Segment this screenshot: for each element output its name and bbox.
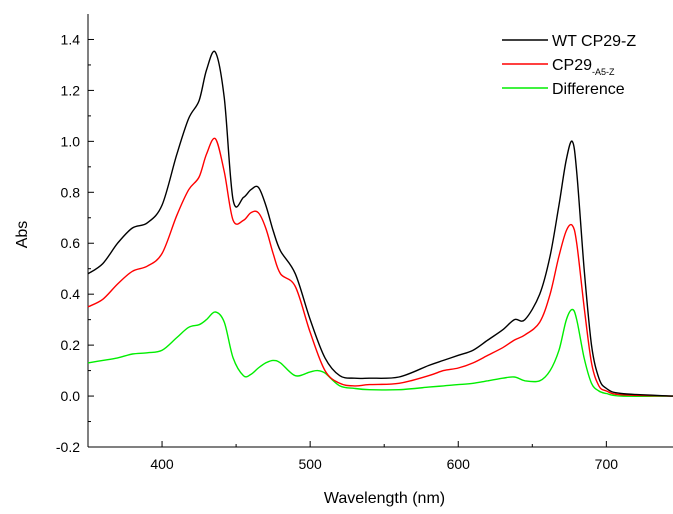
y-tick-label: 1.4 — [61, 31, 81, 47]
legend-label-cp29-a5-z: CP29-A5-Z — [552, 57, 615, 77]
x-axis-ticks: 400 500 600 700 — [150, 441, 618, 472]
y-tick-label: 0.4 — [61, 286, 81, 302]
legend-label-difference: Difference — [552, 81, 625, 98]
x-tick-label: 700 — [595, 456, 619, 472]
series-line-cp29-a5-z — [87, 137, 673, 397]
x-tick-label: 600 — [447, 456, 471, 472]
legend: WT CP29-Z CP29-A5-Z Difference — [502, 33, 636, 98]
series-layer — [87, 50, 673, 397]
series-line-difference — [87, 308, 673, 397]
y-tick-label: -0.2 — [56, 439, 80, 455]
y-tick-label: 0.2 — [61, 337, 81, 353]
y-axis-title: Abs — [14, 221, 31, 249]
legend-label-wt-cp29-z: WT CP29-Z — [552, 33, 636, 50]
series-line-wt-cp29-z — [87, 50, 673, 397]
y-tick-label: 1.0 — [61, 133, 81, 149]
y-tick-label: 0.0 — [61, 388, 81, 404]
y-tick-label: 1.2 — [61, 82, 81, 98]
y-tick-label: 0.6 — [61, 235, 81, 251]
x-tick-label: 500 — [298, 456, 322, 472]
y-axis-ticks: -0.2 0.0 0.2 0.4 0.6 0.8 1.0 1.2 1.4 — [56, 31, 94, 455]
x-axis-title: Wavelength (nm) — [324, 490, 445, 507]
x-tick-label: 400 — [150, 456, 174, 472]
y-tick-label: 0.8 — [61, 184, 81, 200]
plot-frame — [87, 14, 673, 448]
